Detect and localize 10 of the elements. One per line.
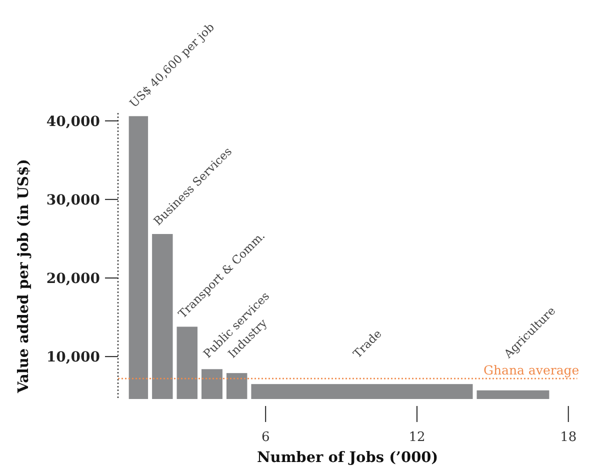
ref-line-label: Ghana average	[483, 362, 580, 378]
y-tick-label: 40,000	[46, 114, 100, 130]
y-axis-title: Value added per job (in US$)	[15, 159, 32, 394]
x-tick-label: 6	[261, 430, 270, 445]
y-tick-label: 30,000	[46, 192, 100, 208]
y-tick-label: 10,000	[46, 349, 100, 366]
x-axis-title: Number of Jobs (’000)	[257, 449, 438, 466]
x-tick-label: 12	[408, 430, 426, 445]
x-tick-label: 18	[560, 430, 577, 445]
y-tick-label: 20,000	[46, 270, 100, 287]
